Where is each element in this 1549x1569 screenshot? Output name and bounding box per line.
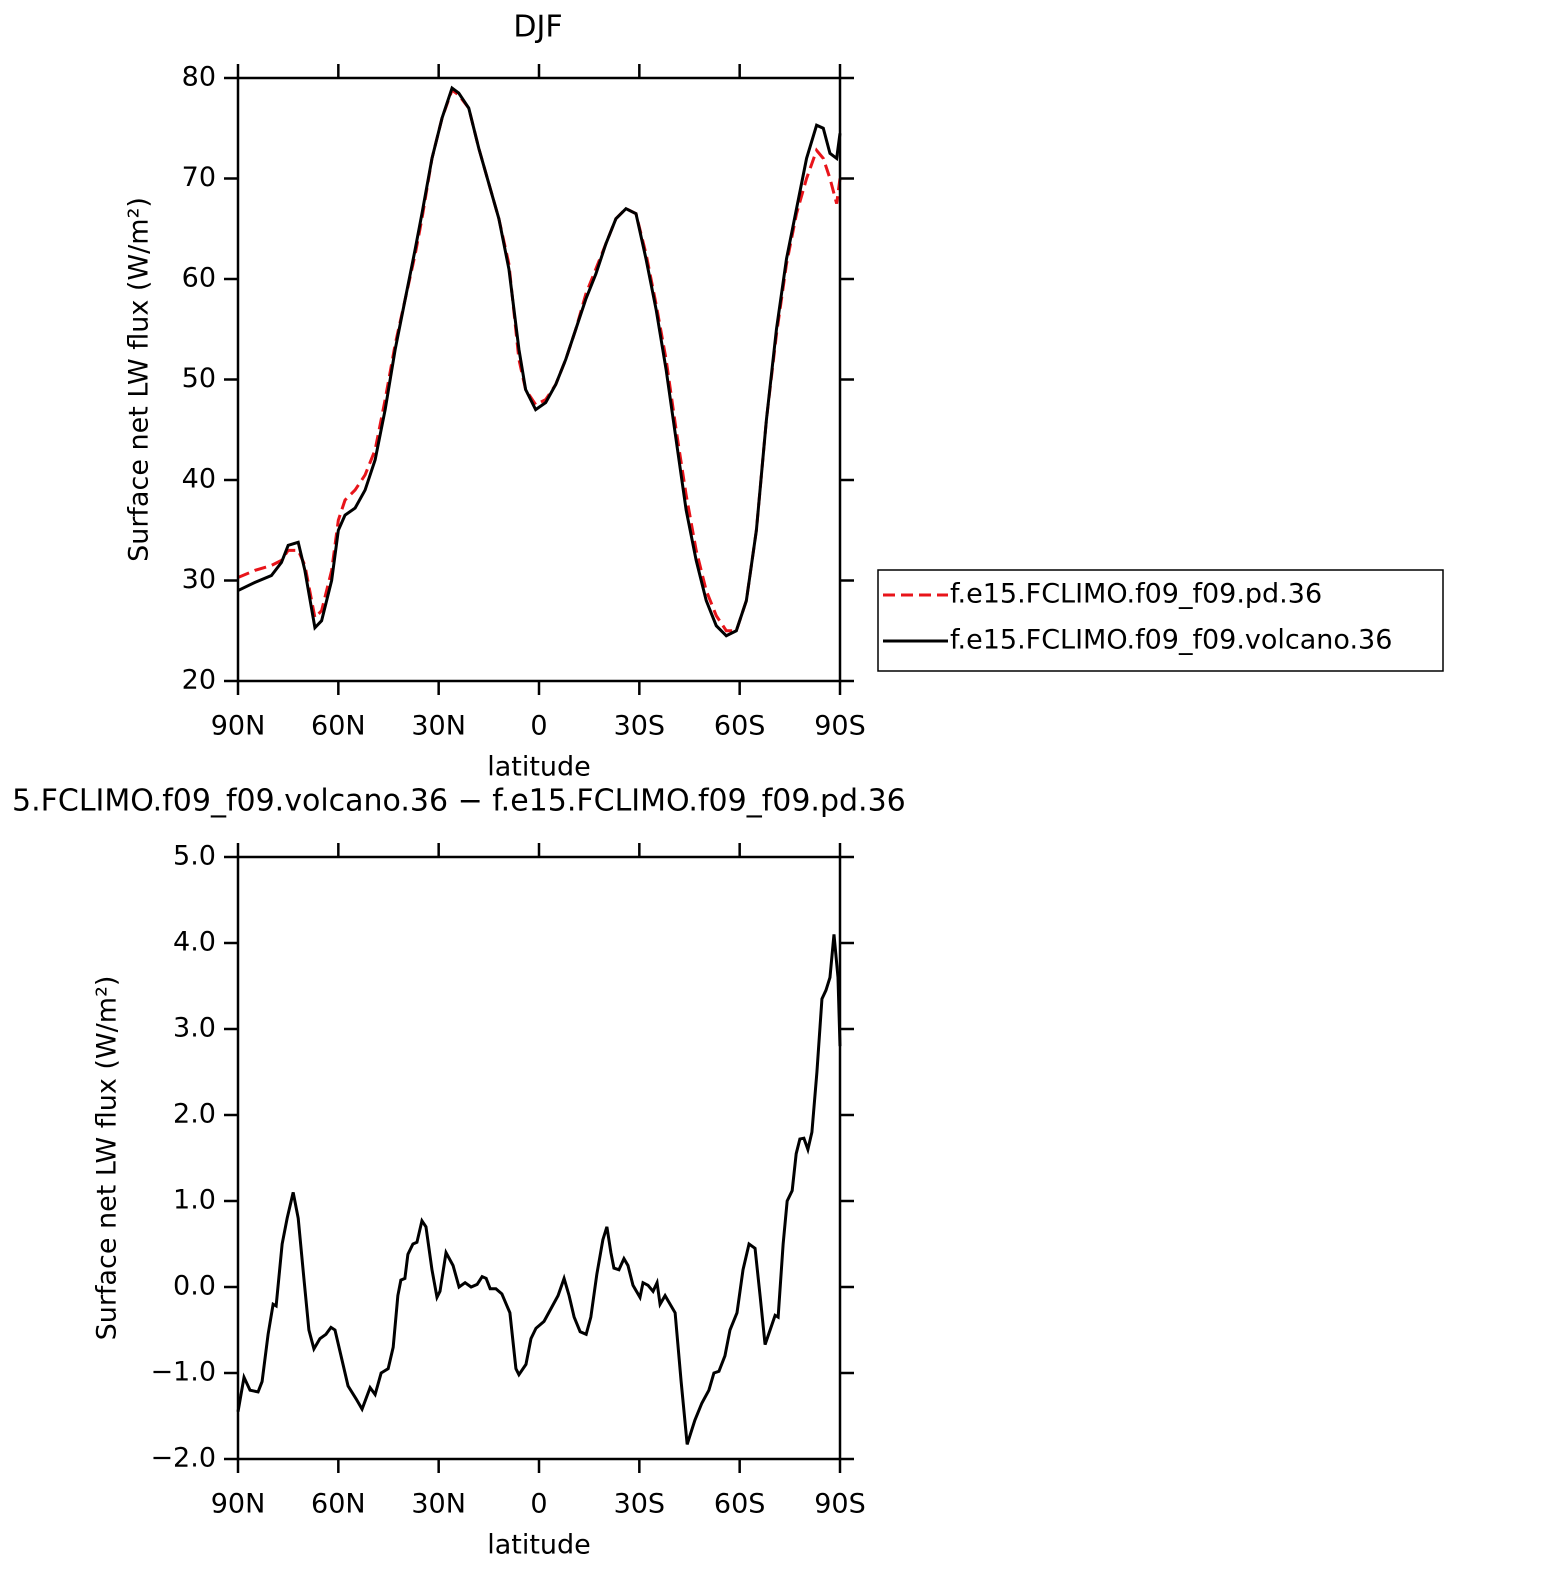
chart-title: DJF [513,10,562,45]
x-tick-label: 90N [211,1489,266,1520]
x-tick-label: 30N [411,711,466,742]
y-tick-label: 70 [182,162,216,193]
x-tick-label: 60N [311,711,366,742]
x-tick-label: 0 [530,1489,547,1520]
y-tick-label: −1.0 [150,1357,216,1388]
x-tick-label: 60N [311,1489,366,1520]
legend-label: f.e15.FCLIMO.f09_f09.pd.36 [950,579,1322,610]
y-tick-label: 30 [182,564,216,595]
y-tick-label: 2.0 [173,1099,216,1130]
y-tick-label: 4.0 [173,927,216,958]
x-tick-label: 30S [614,1489,666,1520]
y-tick-label: 80 [182,62,216,93]
y-tick-label: 50 [182,363,216,394]
y-tick-label: 40 [182,464,216,495]
x-tick-label: 0 [530,711,547,742]
y-axis-label: Surface net LW flux (W/m²) [124,197,155,562]
data-line [237,87,842,633]
y-tick-label: 0.0 [173,1271,216,1302]
y-tick-label: 3.0 [173,1013,216,1044]
x-axis-label: latitude [487,1530,591,1561]
x-tick-label: 60S [714,711,766,742]
chart-title: 5.FCLIMO.f09_f09.volcano.36 − f.e15.FCLI… [12,784,906,819]
legend-label: f.e15.FCLIMO.f09_f09.volcano.36 [950,625,1392,656]
legend-box [877,569,1444,672]
x-tick-label: 90S [814,711,866,742]
y-tick-label: 60 [182,263,216,294]
x-tick-label: 30N [411,1489,466,1520]
x-tick-label: 90S [814,1489,866,1520]
y-tick-label: 1.0 [173,1185,216,1216]
x-tick-label: 60S [714,1489,766,1520]
x-tick-label: 90N [211,711,266,742]
x-axis-label: latitude [487,752,591,783]
y-tick-label: −2.0 [150,1443,216,1474]
x-tick-label: 30S [614,711,666,742]
y-tick-label: 20 [182,665,216,696]
y-tick-label: 5.0 [173,841,216,872]
plot-frame [236,855,842,1461]
data-line [236,934,842,1445]
y-axis-label: Surface net LW flux (W/m²) [92,976,123,1341]
data-line [237,85,842,638]
